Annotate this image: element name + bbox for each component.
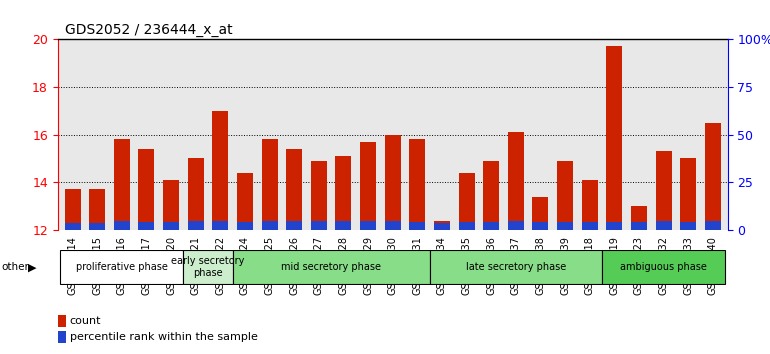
Bar (139, 222, 155, 230)
Bar (631, 222, 647, 230)
Bar (680, 222, 696, 230)
Bar (286, 221, 302, 230)
Bar (311, 221, 326, 230)
Bar (385, 135, 400, 230)
Bar (262, 139, 277, 230)
Bar (434, 223, 450, 230)
Bar (60, 250, 183, 284)
Bar (602, 250, 725, 284)
Bar (336, 156, 351, 230)
Bar (705, 221, 721, 230)
Bar (533, 197, 548, 230)
Text: proliferative phase: proliferative phase (76, 262, 168, 272)
Bar (163, 180, 179, 230)
Text: count: count (70, 316, 102, 326)
Bar (655, 151, 671, 230)
Text: mid secretory phase: mid secretory phase (281, 262, 381, 272)
Bar (631, 206, 647, 230)
Bar (58, 315, 66, 327)
Bar (58, 331, 66, 343)
Bar (705, 122, 721, 230)
Text: GDS2052 / 236444_x_at: GDS2052 / 236444_x_at (65, 23, 233, 37)
Bar (286, 149, 302, 230)
Bar (237, 222, 253, 230)
Bar (183, 250, 233, 284)
Bar (89, 189, 105, 230)
Bar (606, 46, 622, 230)
Bar (213, 221, 228, 230)
Bar (557, 161, 573, 230)
Bar (680, 159, 696, 230)
Bar (434, 221, 450, 230)
Bar (65, 189, 81, 230)
Bar (213, 110, 228, 230)
Bar (581, 180, 598, 230)
Bar (655, 221, 671, 230)
Bar (114, 139, 130, 230)
Bar (360, 142, 376, 230)
Bar (139, 149, 155, 230)
Bar (459, 173, 474, 230)
Bar (188, 159, 204, 230)
Bar (311, 161, 326, 230)
Bar (89, 223, 105, 230)
Bar (581, 222, 598, 230)
Bar (336, 221, 351, 230)
Bar (484, 222, 499, 230)
Bar (233, 250, 430, 284)
Text: ambiguous phase: ambiguous phase (620, 262, 707, 272)
Bar (163, 222, 179, 230)
Bar (430, 250, 602, 284)
Bar (410, 139, 425, 230)
Bar (508, 132, 524, 230)
Bar (533, 222, 548, 230)
Bar (557, 222, 573, 230)
Bar (484, 161, 499, 230)
Bar (65, 223, 81, 230)
Bar (459, 222, 474, 230)
Bar (188, 221, 204, 230)
Bar (114, 221, 130, 230)
Bar (410, 222, 425, 230)
Bar (508, 221, 524, 230)
Bar (385, 221, 400, 230)
Text: late secretory phase: late secretory phase (466, 262, 566, 272)
Text: ▶: ▶ (28, 262, 36, 272)
Text: early secretory
phase: early secretory phase (171, 256, 245, 278)
Text: percentile rank within the sample: percentile rank within the sample (70, 332, 258, 342)
Bar (360, 221, 376, 230)
Text: other: other (2, 262, 29, 272)
Bar (237, 173, 253, 230)
Bar (606, 222, 622, 230)
Bar (262, 221, 277, 230)
